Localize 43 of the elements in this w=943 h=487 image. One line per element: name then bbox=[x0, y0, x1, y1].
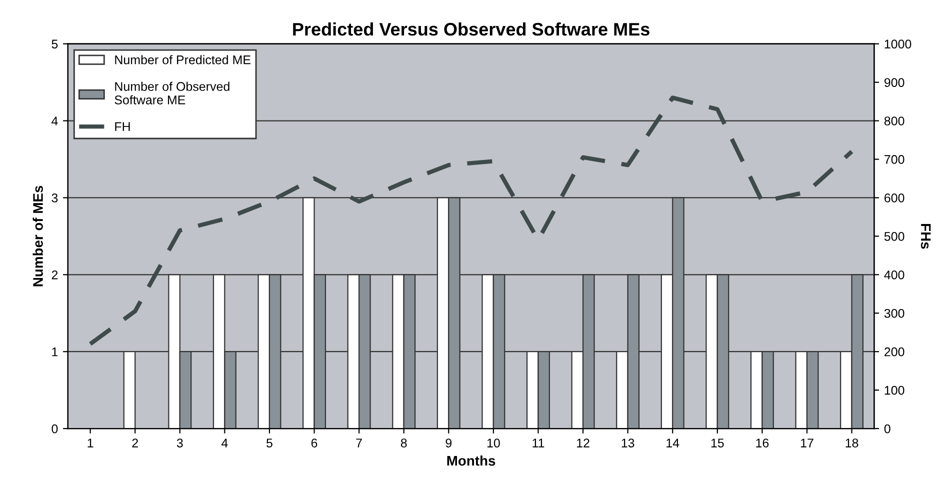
y-tick-label: 0 bbox=[52, 424, 58, 434]
y-tick-label: 3 bbox=[52, 194, 58, 202]
x-tick-label: 11 bbox=[532, 438, 544, 448]
y2-tick-label: 400 bbox=[884, 270, 904, 280]
y-tick-label: 4 bbox=[52, 116, 58, 126]
y2-tick-label: 500 bbox=[884, 232, 904, 241]
x-tick-label: 10 bbox=[487, 438, 500, 448]
x-tick-label: 14 bbox=[666, 438, 680, 448]
legend-label: FH bbox=[115, 122, 130, 131]
x-tick-label: 9 bbox=[446, 438, 452, 448]
x-tick-label: 17 bbox=[800, 438, 814, 448]
y2-tick-label: 800 bbox=[884, 116, 904, 126]
x-tick-label: 3 bbox=[176, 438, 183, 448]
y2-tick-label: 200 bbox=[884, 347, 904, 356]
legend-label: Number of Predicted ME bbox=[115, 55, 250, 64]
x-tick-label: 16 bbox=[756, 438, 769, 448]
y2-tick-label: 700 bbox=[884, 155, 904, 164]
x-tick-label: 6 bbox=[311, 438, 318, 448]
x-tick-label: 1 bbox=[88, 438, 94, 448]
y2-axis-title: FHs bbox=[920, 224, 931, 249]
x-axis-title: Months bbox=[447, 455, 496, 466]
y2-tick-label: 900 bbox=[884, 78, 904, 87]
y-tick-label: 2 bbox=[52, 270, 58, 280]
y-axis-title: Number of MEs bbox=[32, 186, 43, 286]
x-tick-label: 4 bbox=[221, 438, 228, 448]
y2-tick-label: 100 bbox=[884, 386, 904, 395]
x-tick-label: 12 bbox=[577, 438, 590, 448]
x-tick-label: 8 bbox=[400, 438, 407, 448]
chart-title: Predicted Versus Observed Software MEs bbox=[293, 22, 650, 36]
y2-tick-label: 600 bbox=[884, 194, 904, 202]
x-tick-label: 13 bbox=[622, 438, 634, 448]
y2-tick-label: 1000 bbox=[884, 40, 912, 48]
x-tick-label: 5 bbox=[266, 438, 272, 448]
y-tick-label: 1 bbox=[52, 348, 58, 356]
y2-tick-label: 0 bbox=[884, 424, 890, 434]
x-tick-label: 7 bbox=[356, 438, 362, 448]
x-tick-label: 2 bbox=[132, 438, 138, 448]
y-tick-label: 5 bbox=[52, 40, 58, 48]
x-tick-label: 15 bbox=[711, 438, 724, 448]
legend-label: Number of Observed Software ME bbox=[114, 82, 230, 104]
x-tick-label: 18 bbox=[846, 438, 858, 448]
y2-tick-label: 300 bbox=[884, 308, 904, 318]
line-series bbox=[88, 96, 854, 346]
